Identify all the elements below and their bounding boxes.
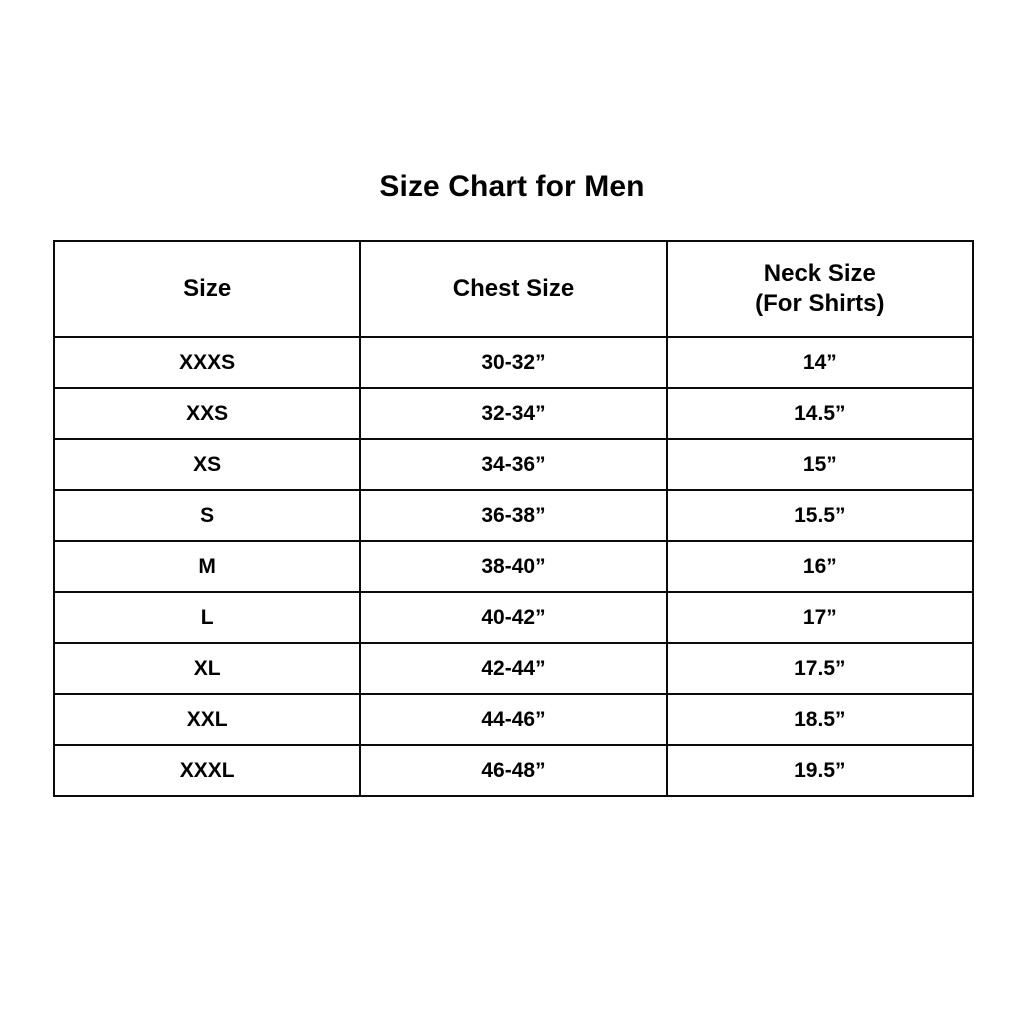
column-header-neck-size-sublabel: (For Shirts): [755, 290, 885, 317]
table-row: XXXL 46-48” 19.5”: [52, 744, 974, 797]
cell-chest: 42-44”: [359, 642, 668, 695]
cell-neck: 14.5”: [665, 387, 974, 440]
cell-size: XXS: [52, 387, 362, 440]
cell-size: L: [52, 591, 362, 644]
cell-neck: 16”: [665, 540, 974, 593]
cell-chest: 32-34”: [359, 387, 668, 440]
page-title: Size Chart for Men: [379, 170, 645, 203]
table-row: XXL 44-46” 18.5”: [52, 693, 974, 746]
table-row: XS 34-36” 15”: [52, 438, 974, 491]
table-row: XXXS 30-32” 14”: [52, 336, 974, 389]
cell-neck: 19.5”: [665, 744, 974, 797]
cell-size: M: [52, 540, 362, 593]
cell-chest: 44-46”: [359, 693, 668, 746]
table-body: XXXS 30-32” 14” XXS 32-34” 14.5” XS 34-3…: [52, 336, 974, 797]
column-header-neck-size: Neck Size (For Shirts): [665, 240, 974, 338]
column-header-chest-size: Chest Size: [359, 240, 668, 338]
column-header-neck-size-label: Neck Size: [763, 260, 876, 287]
table-header-row: Size Chest Size Neck Size (For Shirts): [52, 240, 974, 338]
cell-neck: 15”: [665, 438, 974, 491]
size-chart-table: Size Chest Size Neck Size (For Shirts) X…: [52, 240, 974, 797]
column-header-size: Size: [52, 240, 362, 338]
cell-size: XXL: [52, 693, 362, 746]
cell-chest: 38-40”: [359, 540, 668, 593]
column-header-size-label: Size: [183, 275, 232, 302]
table-row: XL 42-44” 17.5”: [52, 642, 974, 695]
cell-chest: 30-32”: [359, 336, 668, 389]
cell-size: XL: [52, 642, 362, 695]
cell-size: XXXS: [52, 336, 362, 389]
cell-size: XS: [52, 438, 362, 491]
cell-chest: 34-36”: [359, 438, 668, 491]
cell-size: XXXL: [52, 744, 362, 797]
cell-neck: 17”: [665, 591, 974, 644]
table-header: Size Chest Size Neck Size (For Shirts): [52, 240, 974, 338]
cell-size: S: [52, 489, 362, 542]
table-row: XXS 32-34” 14.5”: [52, 387, 974, 440]
cell-neck: 15.5”: [665, 489, 974, 542]
table-row: S 36-38” 15.5”: [52, 489, 974, 542]
column-header-chest-size-label: Chest Size: [452, 275, 575, 302]
cell-chest: 36-38”: [359, 489, 668, 542]
table-row: L 40-42” 17”: [52, 591, 974, 644]
cell-chest: 46-48”: [359, 744, 668, 797]
cell-chest: 40-42”: [359, 591, 668, 644]
cell-neck: 18.5”: [665, 693, 974, 746]
table-row: M 38-40” 16”: [52, 540, 974, 593]
cell-neck: 17.5”: [665, 642, 974, 695]
cell-neck: 14”: [665, 336, 974, 389]
